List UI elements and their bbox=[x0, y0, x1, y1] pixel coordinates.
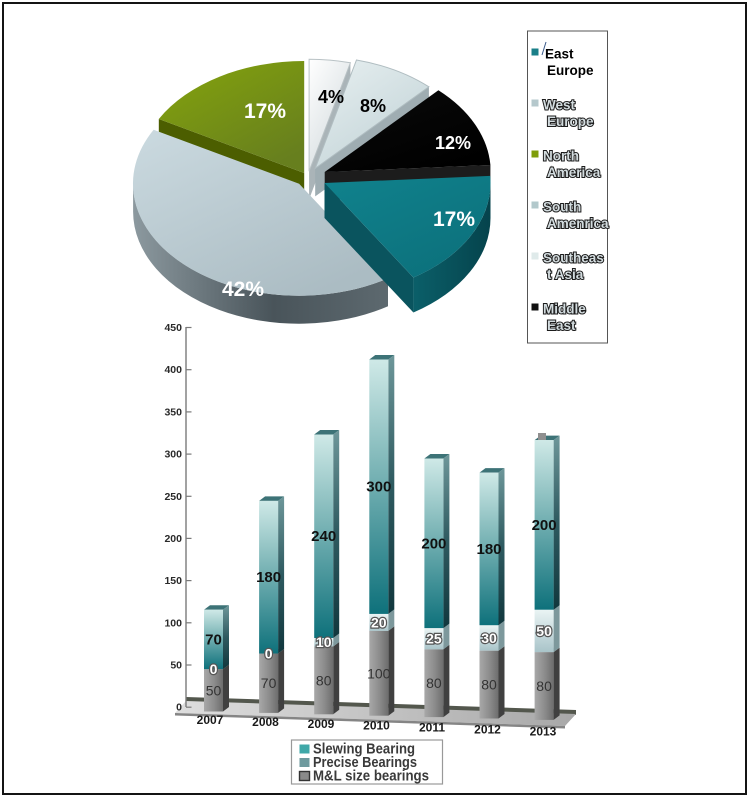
svg-text:350: 350 bbox=[164, 406, 182, 418]
svg-text:80: 80 bbox=[426, 675, 442, 691]
svg-text:12%: 12% bbox=[435, 133, 471, 153]
svg-text:17%: 17% bbox=[244, 100, 286, 123]
svg-text:2007: 2007 bbox=[197, 713, 224, 727]
svg-text:Southeas: Southeas bbox=[543, 251, 604, 266]
svg-text:25: 25 bbox=[426, 631, 442, 647]
svg-text:80: 80 bbox=[481, 677, 497, 693]
svg-text:Precise Bearings: Precise Bearings bbox=[313, 755, 417, 771]
svg-text:10: 10 bbox=[316, 634, 332, 650]
svg-text:2012: 2012 bbox=[474, 723, 501, 737]
svg-text:50: 50 bbox=[536, 623, 552, 639]
svg-text:2010: 2010 bbox=[363, 719, 390, 733]
svg-text:West: West bbox=[543, 98, 576, 113]
svg-text:17%: 17% bbox=[433, 208, 475, 231]
svg-text:2013: 2013 bbox=[530, 724, 557, 738]
svg-text:East: East bbox=[547, 318, 576, 333]
svg-text:70: 70 bbox=[261, 675, 277, 691]
svg-text:0: 0 bbox=[210, 661, 218, 677]
svg-text:Middle: Middle bbox=[543, 302, 586, 317]
svg-text:North: North bbox=[543, 149, 579, 164]
svg-text:180: 180 bbox=[256, 569, 281, 586]
svg-text:East: East bbox=[545, 47, 574, 62]
svg-text:0: 0 bbox=[176, 702, 182, 714]
svg-text:Europe: Europe bbox=[547, 63, 594, 78]
svg-text:42%: 42% bbox=[222, 278, 264, 301]
svg-text:20: 20 bbox=[371, 614, 387, 630]
svg-text:80: 80 bbox=[316, 672, 332, 688]
svg-text:2009: 2009 bbox=[308, 717, 335, 731]
svg-text:4%: 4% bbox=[318, 87, 344, 107]
svg-text:300: 300 bbox=[164, 449, 182, 461]
svg-text:70: 70 bbox=[205, 631, 222, 648]
svg-text:450: 450 bbox=[164, 322, 182, 334]
svg-text:180: 180 bbox=[476, 541, 501, 558]
svg-text:0: 0 bbox=[265, 646, 273, 662]
svg-text:Europe: Europe bbox=[547, 114, 594, 129]
svg-text:100: 100 bbox=[164, 617, 182, 629]
svg-text:30: 30 bbox=[481, 630, 497, 646]
svg-text:240: 240 bbox=[311, 528, 336, 545]
svg-text:8%: 8% bbox=[360, 96, 386, 116]
svg-text:250: 250 bbox=[164, 491, 182, 503]
svg-text:Slewing Bearing: Slewing Bearing bbox=[313, 742, 415, 758]
svg-text:100: 100 bbox=[367, 665, 391, 681]
svg-text:t Asia: t Asia bbox=[547, 267, 584, 282]
svg-text:South: South bbox=[543, 200, 581, 215]
svg-text:200: 200 bbox=[421, 535, 446, 552]
svg-text:200: 200 bbox=[164, 533, 182, 545]
svg-text:M&L size bearings: M&L size bearings bbox=[313, 769, 429, 785]
svg-text:2008: 2008 bbox=[252, 715, 279, 729]
svg-text:200: 200 bbox=[532, 517, 557, 534]
svg-text:50: 50 bbox=[206, 682, 222, 698]
svg-text:America: America bbox=[547, 165, 601, 180]
svg-text:50: 50 bbox=[170, 660, 182, 672]
svg-text:150: 150 bbox=[164, 575, 182, 587]
svg-text:300: 300 bbox=[366, 479, 391, 496]
svg-text:2011: 2011 bbox=[419, 721, 445, 735]
svg-text:Amenrica: Amenrica bbox=[547, 216, 609, 231]
svg-text:80: 80 bbox=[536, 678, 552, 694]
svg-text:400: 400 bbox=[164, 364, 182, 376]
